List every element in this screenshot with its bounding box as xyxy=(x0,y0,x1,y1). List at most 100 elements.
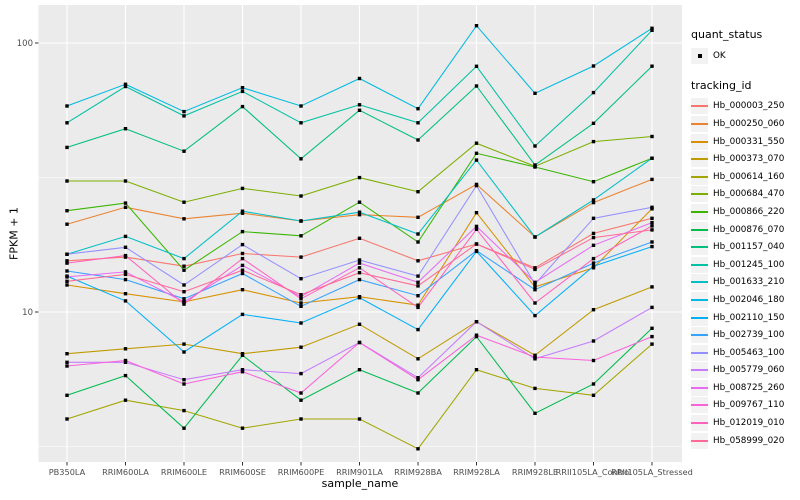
data-point xyxy=(299,304,303,308)
data-point xyxy=(474,242,479,246)
data-point xyxy=(123,360,128,364)
data-point xyxy=(65,352,69,356)
data-point xyxy=(591,121,596,125)
data-point xyxy=(240,229,245,234)
data-point xyxy=(650,305,654,310)
data-point xyxy=(123,127,128,131)
legend-item: Hb_002739_100 xyxy=(691,326,799,344)
data-point xyxy=(182,217,186,221)
data-point xyxy=(416,391,420,395)
data-point xyxy=(591,243,596,247)
data-point xyxy=(416,357,420,361)
legend-item-label: Hb_000373_070 xyxy=(713,154,785,165)
data-point xyxy=(299,371,303,376)
line-key-icon xyxy=(691,115,708,132)
data-point xyxy=(299,234,303,238)
legend-item: Hb_000003_250 xyxy=(691,98,799,116)
data-point xyxy=(65,209,69,213)
data-point xyxy=(533,235,537,239)
data-point xyxy=(299,255,303,259)
data-point xyxy=(182,200,186,204)
data-point xyxy=(65,364,69,368)
data-point xyxy=(474,368,479,372)
legend-item-label: Hb_001157_040 xyxy=(713,242,785,253)
data-point xyxy=(357,417,362,421)
data-point xyxy=(65,269,69,273)
data-point xyxy=(123,253,128,258)
data-point xyxy=(182,149,186,153)
data-point xyxy=(65,275,69,279)
data-point xyxy=(650,28,654,32)
data-point xyxy=(650,205,654,209)
legend-item-label: Hb_000003_250 xyxy=(713,101,785,112)
data-point xyxy=(591,308,596,312)
x-tick-label: RRIM600LE xyxy=(161,467,207,477)
data-point xyxy=(240,186,245,191)
data-point xyxy=(357,213,362,217)
data-point xyxy=(474,24,479,28)
data-point xyxy=(591,358,596,363)
data-point xyxy=(357,322,362,326)
data-point xyxy=(650,342,654,346)
legend-item: Hb_000614_160 xyxy=(691,168,799,186)
legend-item: Hb_008725_260 xyxy=(691,379,799,397)
legend-item: Hb_002110_150 xyxy=(691,309,799,327)
data-point xyxy=(182,408,186,413)
data-point xyxy=(299,293,303,297)
x-tick-label: RRIM600LA xyxy=(102,467,149,477)
data-point xyxy=(357,340,362,345)
line-key-icon xyxy=(691,344,708,361)
data-point xyxy=(182,300,186,304)
data-point xyxy=(240,256,245,261)
data-point xyxy=(591,231,596,236)
data-point xyxy=(182,114,186,118)
data-point xyxy=(650,134,654,139)
axis-tick-labels: 100 10 PB350LA RRIM600LA RRIM600LE RRIM600SE R… xyxy=(17,39,693,477)
data-point xyxy=(474,64,479,68)
legend-item: Hb_002046_180 xyxy=(691,291,799,309)
data-point xyxy=(123,82,128,86)
line-key-icon xyxy=(691,327,708,344)
data-point xyxy=(533,282,537,286)
line-key-icon xyxy=(691,291,708,308)
data-point xyxy=(650,285,654,289)
legend-item-label: Hb_000876_070 xyxy=(713,224,785,235)
data-point xyxy=(533,313,537,318)
data-point xyxy=(123,398,128,402)
data-point xyxy=(357,271,362,275)
data-point xyxy=(65,261,69,265)
data-point xyxy=(240,209,245,213)
line-key-icon xyxy=(691,221,708,238)
data-point xyxy=(650,334,654,339)
legend-item-label: Hb_005779_060 xyxy=(713,365,785,376)
data-point xyxy=(650,228,654,232)
data-point xyxy=(650,26,654,30)
data-point xyxy=(240,211,245,215)
legend-item: Hb_000866_220 xyxy=(691,203,799,221)
data-point xyxy=(533,288,537,292)
data-point xyxy=(299,297,303,301)
data-point xyxy=(591,235,596,240)
line-key-icon xyxy=(691,186,708,203)
data-point xyxy=(357,103,362,107)
line-key-icon xyxy=(691,415,708,432)
data-point xyxy=(591,200,596,205)
data-point xyxy=(357,258,362,262)
data-point xyxy=(474,320,479,324)
data-point xyxy=(533,163,537,167)
data-point xyxy=(357,236,362,240)
data-point xyxy=(416,378,420,382)
y-axis-title: FPKM + 1 xyxy=(7,207,21,260)
data-point xyxy=(299,301,303,305)
legend-item-label: Hb_012019_010 xyxy=(713,418,785,429)
data-point xyxy=(416,232,420,236)
x-axis-title: sample_name xyxy=(321,477,399,490)
data-point xyxy=(182,426,186,430)
legend-item: Hb_058999_020 xyxy=(691,432,799,450)
y-tick-label: 100 xyxy=(17,39,33,49)
data-point xyxy=(650,64,654,68)
line-key-icon xyxy=(691,168,708,185)
data-point xyxy=(416,447,420,451)
data-point xyxy=(123,205,128,209)
data-point xyxy=(182,264,186,268)
